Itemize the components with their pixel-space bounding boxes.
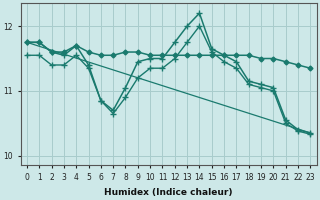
X-axis label: Humidex (Indice chaleur): Humidex (Indice chaleur) bbox=[104, 188, 233, 197]
